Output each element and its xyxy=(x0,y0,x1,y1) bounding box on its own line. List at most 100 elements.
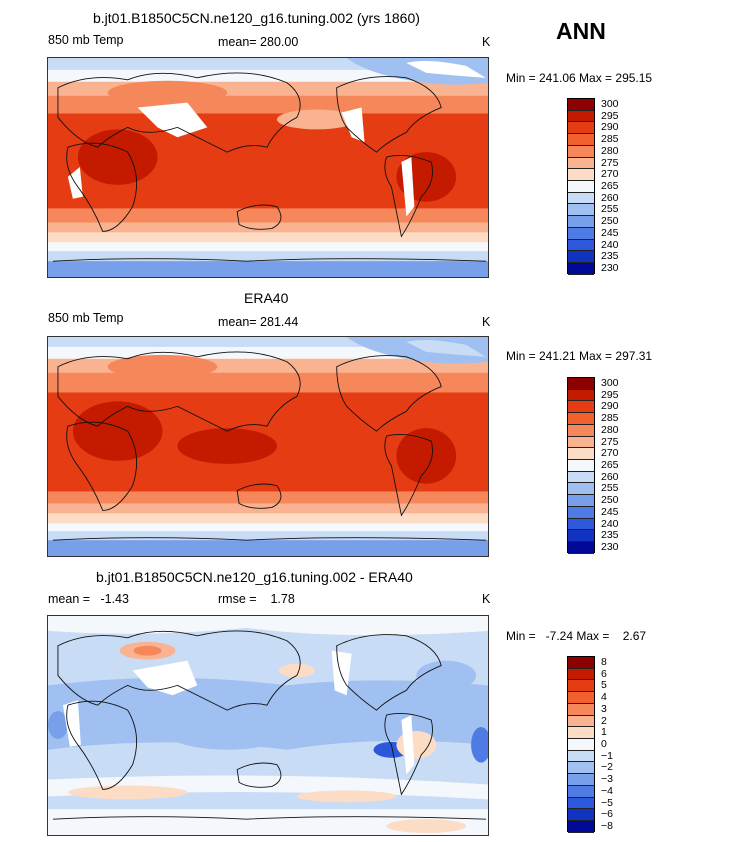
colorbar-tick-label: 275 xyxy=(601,435,619,448)
colorbar-tick-label: 250 xyxy=(601,215,619,228)
colorbar-swatch xyxy=(568,797,594,810)
colorbar-tick-label: 270 xyxy=(601,447,619,460)
units-label: K xyxy=(482,35,491,49)
colorbar-tick-label: 285 xyxy=(601,412,619,425)
colorbar-tick-label: 270 xyxy=(601,168,619,181)
map-model xyxy=(47,57,489,278)
variable-label: 850 mb Temp xyxy=(48,33,124,47)
colorbar-tick-label: 4 xyxy=(601,691,607,704)
colorbar-swatch xyxy=(568,680,594,693)
colorbar-tick-label: 260 xyxy=(601,191,619,204)
colorbar-swatch xyxy=(568,145,594,158)
colorbar-swatch xyxy=(568,657,594,669)
colorbar-swatch xyxy=(568,739,594,751)
colorbar-swatch xyxy=(568,99,594,111)
colorbar-tick-label: −4 xyxy=(601,784,613,797)
colorbar-tick-label: 240 xyxy=(601,517,619,530)
colorbar-swatch xyxy=(568,134,594,146)
colorbar-swatch xyxy=(568,239,594,252)
map-obs xyxy=(47,336,489,557)
colorbar-tick-label: 235 xyxy=(601,529,619,542)
colorbar-swatch xyxy=(568,506,594,519)
colorbar-tick-label: 6 xyxy=(601,667,607,680)
colorbar-swatch xyxy=(568,436,594,449)
colorbar-tick-label: 5 xyxy=(601,679,607,692)
colorbar-swatch xyxy=(568,181,594,193)
season-label: ANN xyxy=(556,18,606,44)
colorbar-swatch xyxy=(568,774,594,786)
rmse-label: rmse = 1.78 xyxy=(218,592,295,606)
colorbar-tick-label: −1 xyxy=(601,749,613,762)
colorbar-tick-label: 230 xyxy=(601,262,619,275)
colorbar-swatch xyxy=(568,703,594,716)
colorbar-swatch xyxy=(568,110,594,123)
panel-title-diff: b.jt01.B1850C5CN.ne120_g16.tuning.002 - … xyxy=(96,569,413,585)
colorbar-tick-label: 240 xyxy=(601,238,619,251)
colorbar-tick-label: 235 xyxy=(601,250,619,263)
colorbar-tick-label: 260 xyxy=(601,470,619,483)
colorbar-tick-label: 285 xyxy=(601,133,619,146)
colorbar-tick-label: 255 xyxy=(601,203,619,216)
colorbar-obs xyxy=(567,377,595,554)
colorbar-tick-label: 230 xyxy=(601,541,619,554)
colorbar-swatch xyxy=(568,122,594,135)
colorbar-swatch xyxy=(568,192,594,205)
mean-label: mean= 281.44 xyxy=(218,315,299,329)
units-label: K xyxy=(482,315,491,329)
colorbar-swatch xyxy=(568,263,594,275)
colorbar-swatch xyxy=(568,460,594,472)
colorbar-tick-label: 245 xyxy=(601,505,619,518)
colorbar-swatch xyxy=(568,169,594,182)
colorbar-tick-label: 295 xyxy=(601,109,619,122)
colorbar-tick-label: −3 xyxy=(601,773,613,786)
colorbar-swatch xyxy=(568,821,594,833)
colorbar-tick-label: 1 xyxy=(601,726,607,739)
colorbar-swatch xyxy=(568,692,594,704)
colorbar-tick-label: 300 xyxy=(601,376,619,389)
colorbar-tick-label: 290 xyxy=(601,121,619,134)
colorbar-swatch xyxy=(568,413,594,425)
colorbar-tick-label: 245 xyxy=(601,226,619,239)
colorbar-tick-label: 2 xyxy=(601,714,607,727)
colorbar-tick-label: −6 xyxy=(601,808,613,821)
colorbar-swatch xyxy=(568,495,594,507)
colorbar-tick-label: 295 xyxy=(601,388,619,401)
colorbar-swatch xyxy=(568,378,594,390)
colorbar-tick-label: −8 xyxy=(601,820,613,833)
min-max-label: Min = 241.06 Max = 295.15 xyxy=(506,71,653,85)
colorbar-swatch xyxy=(568,750,594,763)
colorbar-swatch xyxy=(568,251,594,264)
colorbar-tick-label: 0 xyxy=(601,738,607,750)
colorbar-tick-label: 265 xyxy=(601,459,619,471)
colorbar-model xyxy=(567,98,595,275)
colorbar-swatch xyxy=(568,448,594,461)
colorbar-tick-label: 255 xyxy=(601,482,619,495)
colorbar-swatch xyxy=(568,157,594,170)
colorbar-swatch xyxy=(568,401,594,414)
colorbar-swatch xyxy=(568,727,594,740)
colorbar-tick-label: 250 xyxy=(601,494,619,507)
min-max-label: Min = 241.21 Max = 297.31 xyxy=(506,349,653,363)
colorbar-swatch xyxy=(568,483,594,496)
colorbar-swatch xyxy=(568,204,594,217)
colorbar-swatch xyxy=(568,542,594,554)
panel-title-obs: ERA40 xyxy=(244,290,289,306)
colorbar-swatch xyxy=(568,668,594,681)
colorbar-swatch xyxy=(568,785,594,798)
colorbar-swatch xyxy=(568,762,594,775)
mean-label: mean= 280.00 xyxy=(218,35,299,49)
colorbar-swatch xyxy=(568,227,594,240)
colorbar-tick-label: 8 xyxy=(601,655,607,668)
colorbar-tick-label: 265 xyxy=(601,180,619,192)
colorbar-swatch xyxy=(568,715,594,728)
panel-title-model: b.jt01.B1850C5CN.ne120_g16.tuning.002 (y… xyxy=(93,10,420,26)
colorbar-tick-label: 300 xyxy=(601,97,619,110)
colorbar-tick-label: 280 xyxy=(601,423,619,436)
colorbar-swatch xyxy=(568,389,594,402)
colorbar-diff xyxy=(567,656,595,833)
colorbar-swatch xyxy=(568,216,594,228)
colorbar-swatch xyxy=(568,471,594,484)
colorbar-tick-label: 3 xyxy=(601,702,607,715)
units-label: K xyxy=(482,592,491,606)
colorbar-tick-label: 275 xyxy=(601,156,619,169)
